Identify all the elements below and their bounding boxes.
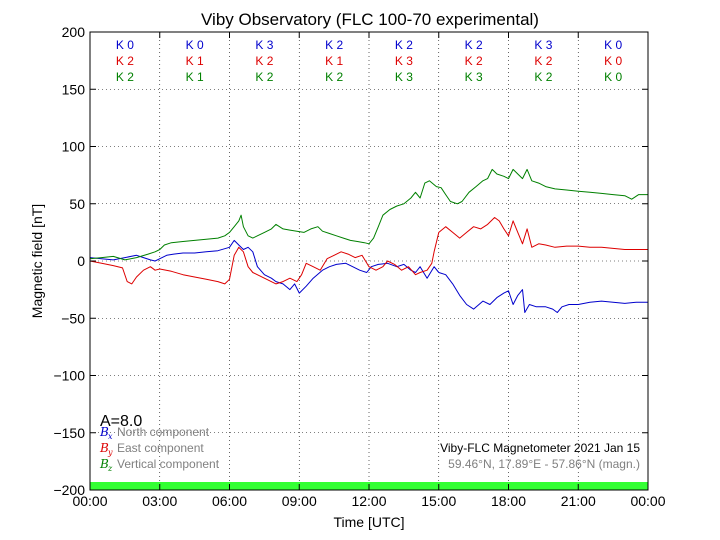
k-index-label: K 2 bbox=[255, 54, 273, 68]
y-tick-label: −50 bbox=[61, 310, 85, 326]
k-index-label: K 2 bbox=[116, 70, 134, 84]
series-line bbox=[89, 239, 648, 313]
y-tick-label: 200 bbox=[62, 24, 86, 40]
legend-entry-text: Vertical component bbox=[117, 457, 220, 471]
k-index-label: K 2 bbox=[325, 70, 343, 84]
series-line bbox=[89, 217, 648, 285]
series-line bbox=[89, 168, 648, 261]
x-tick-label: 15:00 bbox=[421, 493, 456, 509]
y-tick-label: −150 bbox=[53, 425, 85, 441]
x-tick-label: 00:00 bbox=[72, 493, 107, 509]
series-lines bbox=[89, 168, 648, 313]
location-info: 59.46°N, 17.89°E - 57.86°N (magn.) bbox=[448, 457, 640, 471]
x-tick-label: 03:00 bbox=[142, 493, 177, 509]
legend-entry-text: East component bbox=[117, 441, 204, 455]
k-index-label: K 2 bbox=[116, 54, 134, 68]
k-index-label: K 1 bbox=[186, 54, 204, 68]
axis-ticks: 00:00 03:00 06:00 09:00 12:00 15:00 18:00 21:00… bbox=[53, 24, 665, 509]
legend-symbol: B bbox=[99, 441, 109, 455]
k-index-label: K 2 bbox=[325, 38, 343, 52]
k-index-label: K 3 bbox=[255, 38, 273, 52]
k-index-label: K 1 bbox=[325, 54, 343, 68]
y-tick-label: −100 bbox=[53, 368, 85, 384]
k-index-label: K 3 bbox=[534, 38, 552, 52]
instrument-info: Viby-FLC Magnetometer 2021 Jan 15 bbox=[440, 441, 640, 455]
y-tick-label: −200 bbox=[53, 482, 85, 498]
k-index-table: K 0 K 0 K 3 K 2 K 2 K 2 K 3 K 0 K 2 K 1 K 2 K 1 K 3 K… bbox=[116, 38, 623, 84]
y-tick-label: 150 bbox=[62, 81, 86, 97]
k-index-label: K 3 bbox=[395, 54, 413, 68]
k-index-label: K 0 bbox=[604, 54, 622, 68]
k-index-label: K 2 bbox=[255, 70, 273, 84]
k-index-label: K 0 bbox=[604, 38, 622, 52]
legend-symbol: B bbox=[99, 425, 109, 439]
k-index-label: K 0 bbox=[116, 38, 134, 52]
x-tick-label: 18:00 bbox=[491, 493, 526, 509]
y-tick-label: 100 bbox=[62, 139, 86, 155]
y-axis-label: Magnetic field [nT] bbox=[29, 204, 45, 318]
a-index-label: A=8.0 bbox=[100, 413, 142, 430]
k-index-label: K 2 bbox=[465, 38, 483, 52]
k-index-label: K 0 bbox=[604, 70, 622, 84]
legend-symbol-subscript: x bbox=[108, 432, 113, 441]
x-tick-label: 09:00 bbox=[282, 493, 317, 509]
legend-symbol-subscript: y bbox=[107, 448, 113, 457]
x-axis-label: Time [UTC] bbox=[333, 514, 404, 530]
y-tick-label: 0 bbox=[77, 253, 85, 269]
k-index-label: K 2 bbox=[534, 70, 552, 84]
x-tick-label: 06:00 bbox=[212, 493, 247, 509]
grid-lines bbox=[90, 32, 648, 490]
x-tick-label: 00:00 bbox=[630, 493, 665, 509]
legend-entry-text: North component bbox=[117, 425, 210, 439]
k-index-label: K 1 bbox=[186, 70, 204, 84]
k-index-label: K 0 bbox=[186, 38, 204, 52]
k-index-label: K 2 bbox=[465, 54, 483, 68]
k-index-label: K 2 bbox=[534, 54, 552, 68]
legend-symbol: B bbox=[99, 457, 109, 471]
x-tick-label: 21:00 bbox=[561, 493, 596, 509]
y-tick-label: 50 bbox=[69, 196, 85, 212]
chart-title: Viby Observatory (FLC 100-70 experimenta… bbox=[201, 10, 539, 29]
k-index-label: K 3 bbox=[395, 70, 413, 84]
x-tick-label: 12:00 bbox=[351, 493, 386, 509]
k-index-label: K 3 bbox=[465, 70, 483, 84]
legend-symbol-subscript: z bbox=[107, 464, 113, 473]
k-index-label: K 2 bbox=[395, 38, 413, 52]
